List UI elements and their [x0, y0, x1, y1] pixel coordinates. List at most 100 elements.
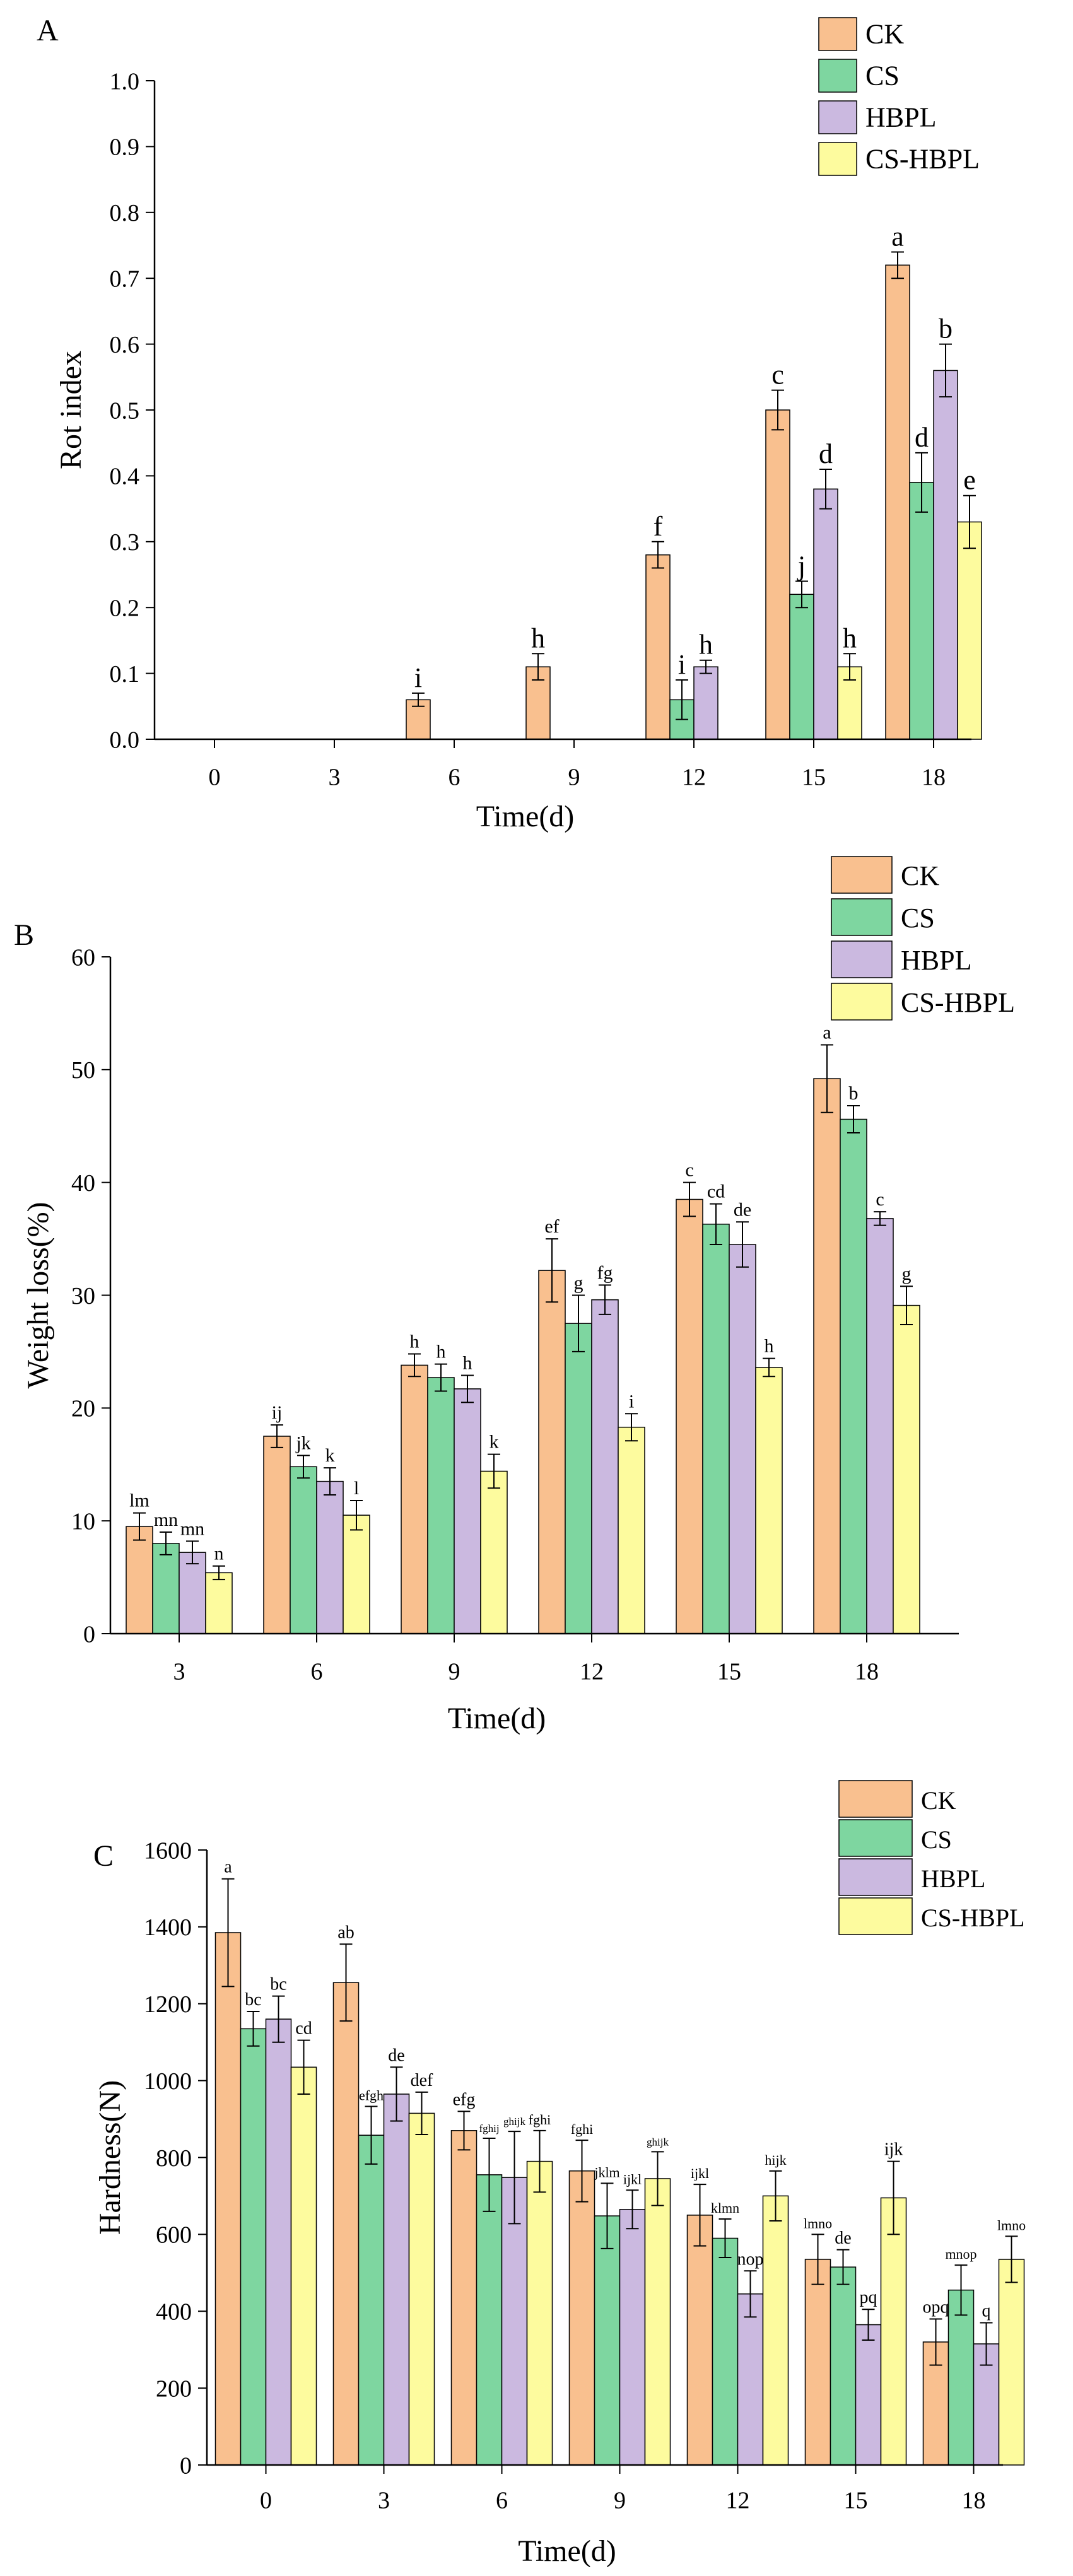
error-bar-ck [811, 2234, 824, 2285]
y-tick-label: 10 [71, 1508, 95, 1535]
bar-cs-hbpl [762, 2195, 789, 2466]
legend-label: CK [901, 860, 939, 891]
error-bar-hbpl [186, 1540, 199, 1565]
significance-label: lmno [997, 2217, 1026, 2233]
panel-a: Aihfcaijdhdbhe0.00.10.20.30.40.50.60.70.… [37, 14, 982, 833]
legend: CK CS HBPL CS-HBPL [838, 1780, 1025, 1935]
error-bar-cs [710, 1203, 722, 1246]
legend-label: HBPL [921, 1865, 985, 1893]
error-bar-ck [693, 2184, 707, 2247]
significance-label: ijkl [623, 2171, 642, 2187]
error-bar-cs-hbpl [651, 2151, 664, 2206]
error-bar-cs-hbpl [297, 2039, 310, 2095]
significance-label: fghij [479, 2122, 499, 2134]
bar-cs [594, 2215, 621, 2466]
legend-label: CS [901, 903, 935, 934]
significance-label: q [982, 2302, 991, 2321]
y-tick-label: 0.3 [110, 529, 140, 556]
x-tick-label: 12 [580, 1659, 604, 1685]
error-bar-ck [891, 251, 904, 279]
legend: CK CS HBPL CS-HBPL [831, 856, 1015, 1021]
legend-swatch [838, 1780, 913, 1818]
bar-cs-hbpl [957, 521, 982, 740]
bar-hbpl [265, 2018, 292, 2466]
error-bar-ck [412, 692, 425, 707]
bar-ck [676, 1198, 703, 1634]
legend-item-cs-hbpl: CS-HBPL [818, 142, 980, 176]
bar-cs-hbpl [480, 1470, 508, 1634]
bar-cs-hbpl [526, 2160, 553, 2466]
significance-label: efgh [359, 2088, 384, 2104]
error-bar-ck [821, 1044, 833, 1113]
bar-hbpl [866, 1218, 894, 1634]
legend-item-ck: CK [818, 17, 904, 51]
bar-hbpl [454, 1388, 481, 1634]
significance-label: c [685, 1160, 693, 1181]
y-tick-label: 0.1 [110, 661, 140, 688]
significance-label: b [939, 313, 953, 344]
significance-label: n [214, 1543, 224, 1564]
significance-label: def [411, 2071, 433, 2090]
error-bar-ck [532, 653, 544, 681]
x-tick-label: 0 [209, 764, 221, 791]
bar-ck [645, 554, 671, 740]
y-tick-label: 1200 [144, 1991, 192, 2018]
significance-label: h [699, 629, 713, 660]
significance-label: jk [295, 1432, 310, 1453]
bar-ck [885, 264, 910, 740]
bar-ck [401, 1364, 428, 1634]
bar-cs-hbpl [618, 1426, 645, 1634]
bar-hbpl [619, 2209, 646, 2466]
error-bar-ck [546, 1238, 558, 1303]
significance-label: cd [707, 1181, 725, 1202]
bar-cs [476, 2174, 503, 2466]
legend-label: HBPL [865, 102, 936, 133]
significance-label: c [771, 360, 784, 390]
y-tick-label: 600 [156, 2222, 192, 2249]
legend-swatch [831, 856, 893, 894]
y-tick-label: 0 [180, 2452, 192, 2479]
significance-label: lmno [804, 2215, 832, 2231]
bar-cs-hbpl [343, 1514, 370, 1634]
significance-label: mnop [945, 2246, 976, 2262]
x-tick-label: 15 [802, 764, 826, 791]
bar-cs [565, 1323, 592, 1634]
bar-ck [568, 2170, 595, 2466]
bar-ck [126, 1526, 153, 1634]
x-tick-label: 3 [173, 1659, 185, 1685]
error-bar-ck [271, 1424, 283, 1448]
x-tick-label: 6 [449, 764, 460, 791]
significance-label: klmn [711, 2200, 739, 2216]
error-bar-cs [676, 679, 688, 720]
error-bar-cs [795, 580, 808, 609]
significance-label: b [849, 1083, 859, 1104]
legend-label: HBPL [901, 945, 971, 976]
bar-cs [427, 1377, 455, 1634]
bar-cs-hbpl [644, 2178, 671, 2466]
x-tick-label: 18 [962, 2488, 986, 2514]
bar-ck [813, 1078, 841, 1634]
error-bar-hbpl [700, 659, 712, 674]
legend-label: CK [921, 1786, 956, 1815]
significance-label: pq [860, 2288, 877, 2307]
y-axis-title: Hardness(N) [93, 2080, 127, 2235]
y-tick-label: 0.8 [110, 200, 140, 226]
panel-label: B [14, 918, 34, 952]
legend-swatch [831, 898, 893, 936]
legend-item-hbpl: HBPL [818, 100, 936, 134]
legend-swatch [818, 59, 857, 93]
x-tick-label: 6 [311, 1659, 323, 1685]
legend-swatch [831, 983, 893, 1021]
y-tick-label: 0.7 [110, 266, 140, 293]
significance-label: fghi [571, 2121, 593, 2137]
y-tick-label: 0.0 [110, 727, 140, 753]
error-bar-cs-hbpl [963, 495, 976, 549]
legend-label: CS [865, 61, 900, 91]
panel-label: C [93, 1839, 114, 1873]
significance-label: mn [154, 1509, 178, 1530]
y-tick-label: 1.0 [110, 68, 140, 95]
bar-ck [214, 1932, 242, 2466]
significance-label: l [354, 1478, 359, 1499]
legend-item-cs: CS [838, 1819, 952, 1857]
legend-label: CS-HBPL [921, 1904, 1025, 1932]
